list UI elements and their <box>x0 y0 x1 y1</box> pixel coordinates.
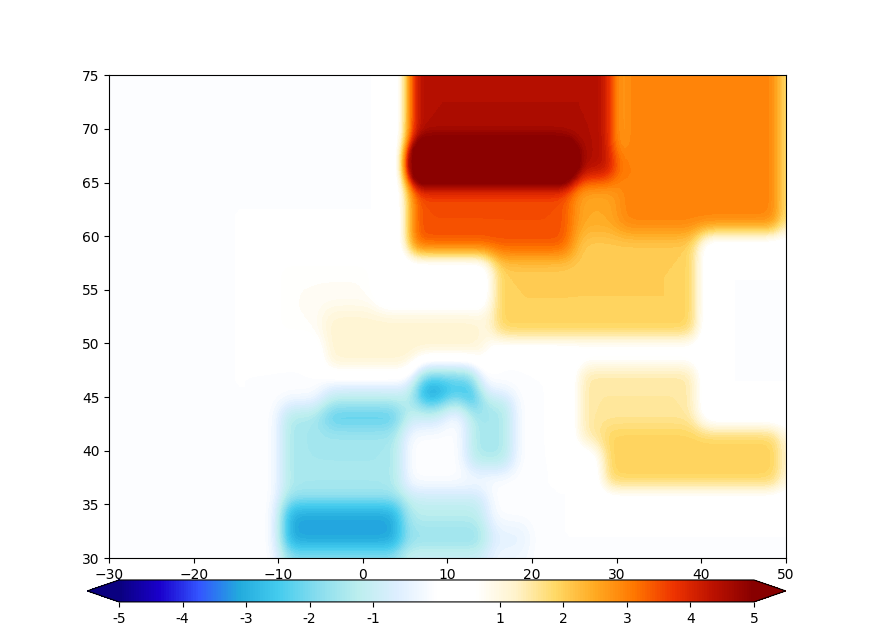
PathPatch shape <box>87 580 119 602</box>
PathPatch shape <box>754 580 786 602</box>
